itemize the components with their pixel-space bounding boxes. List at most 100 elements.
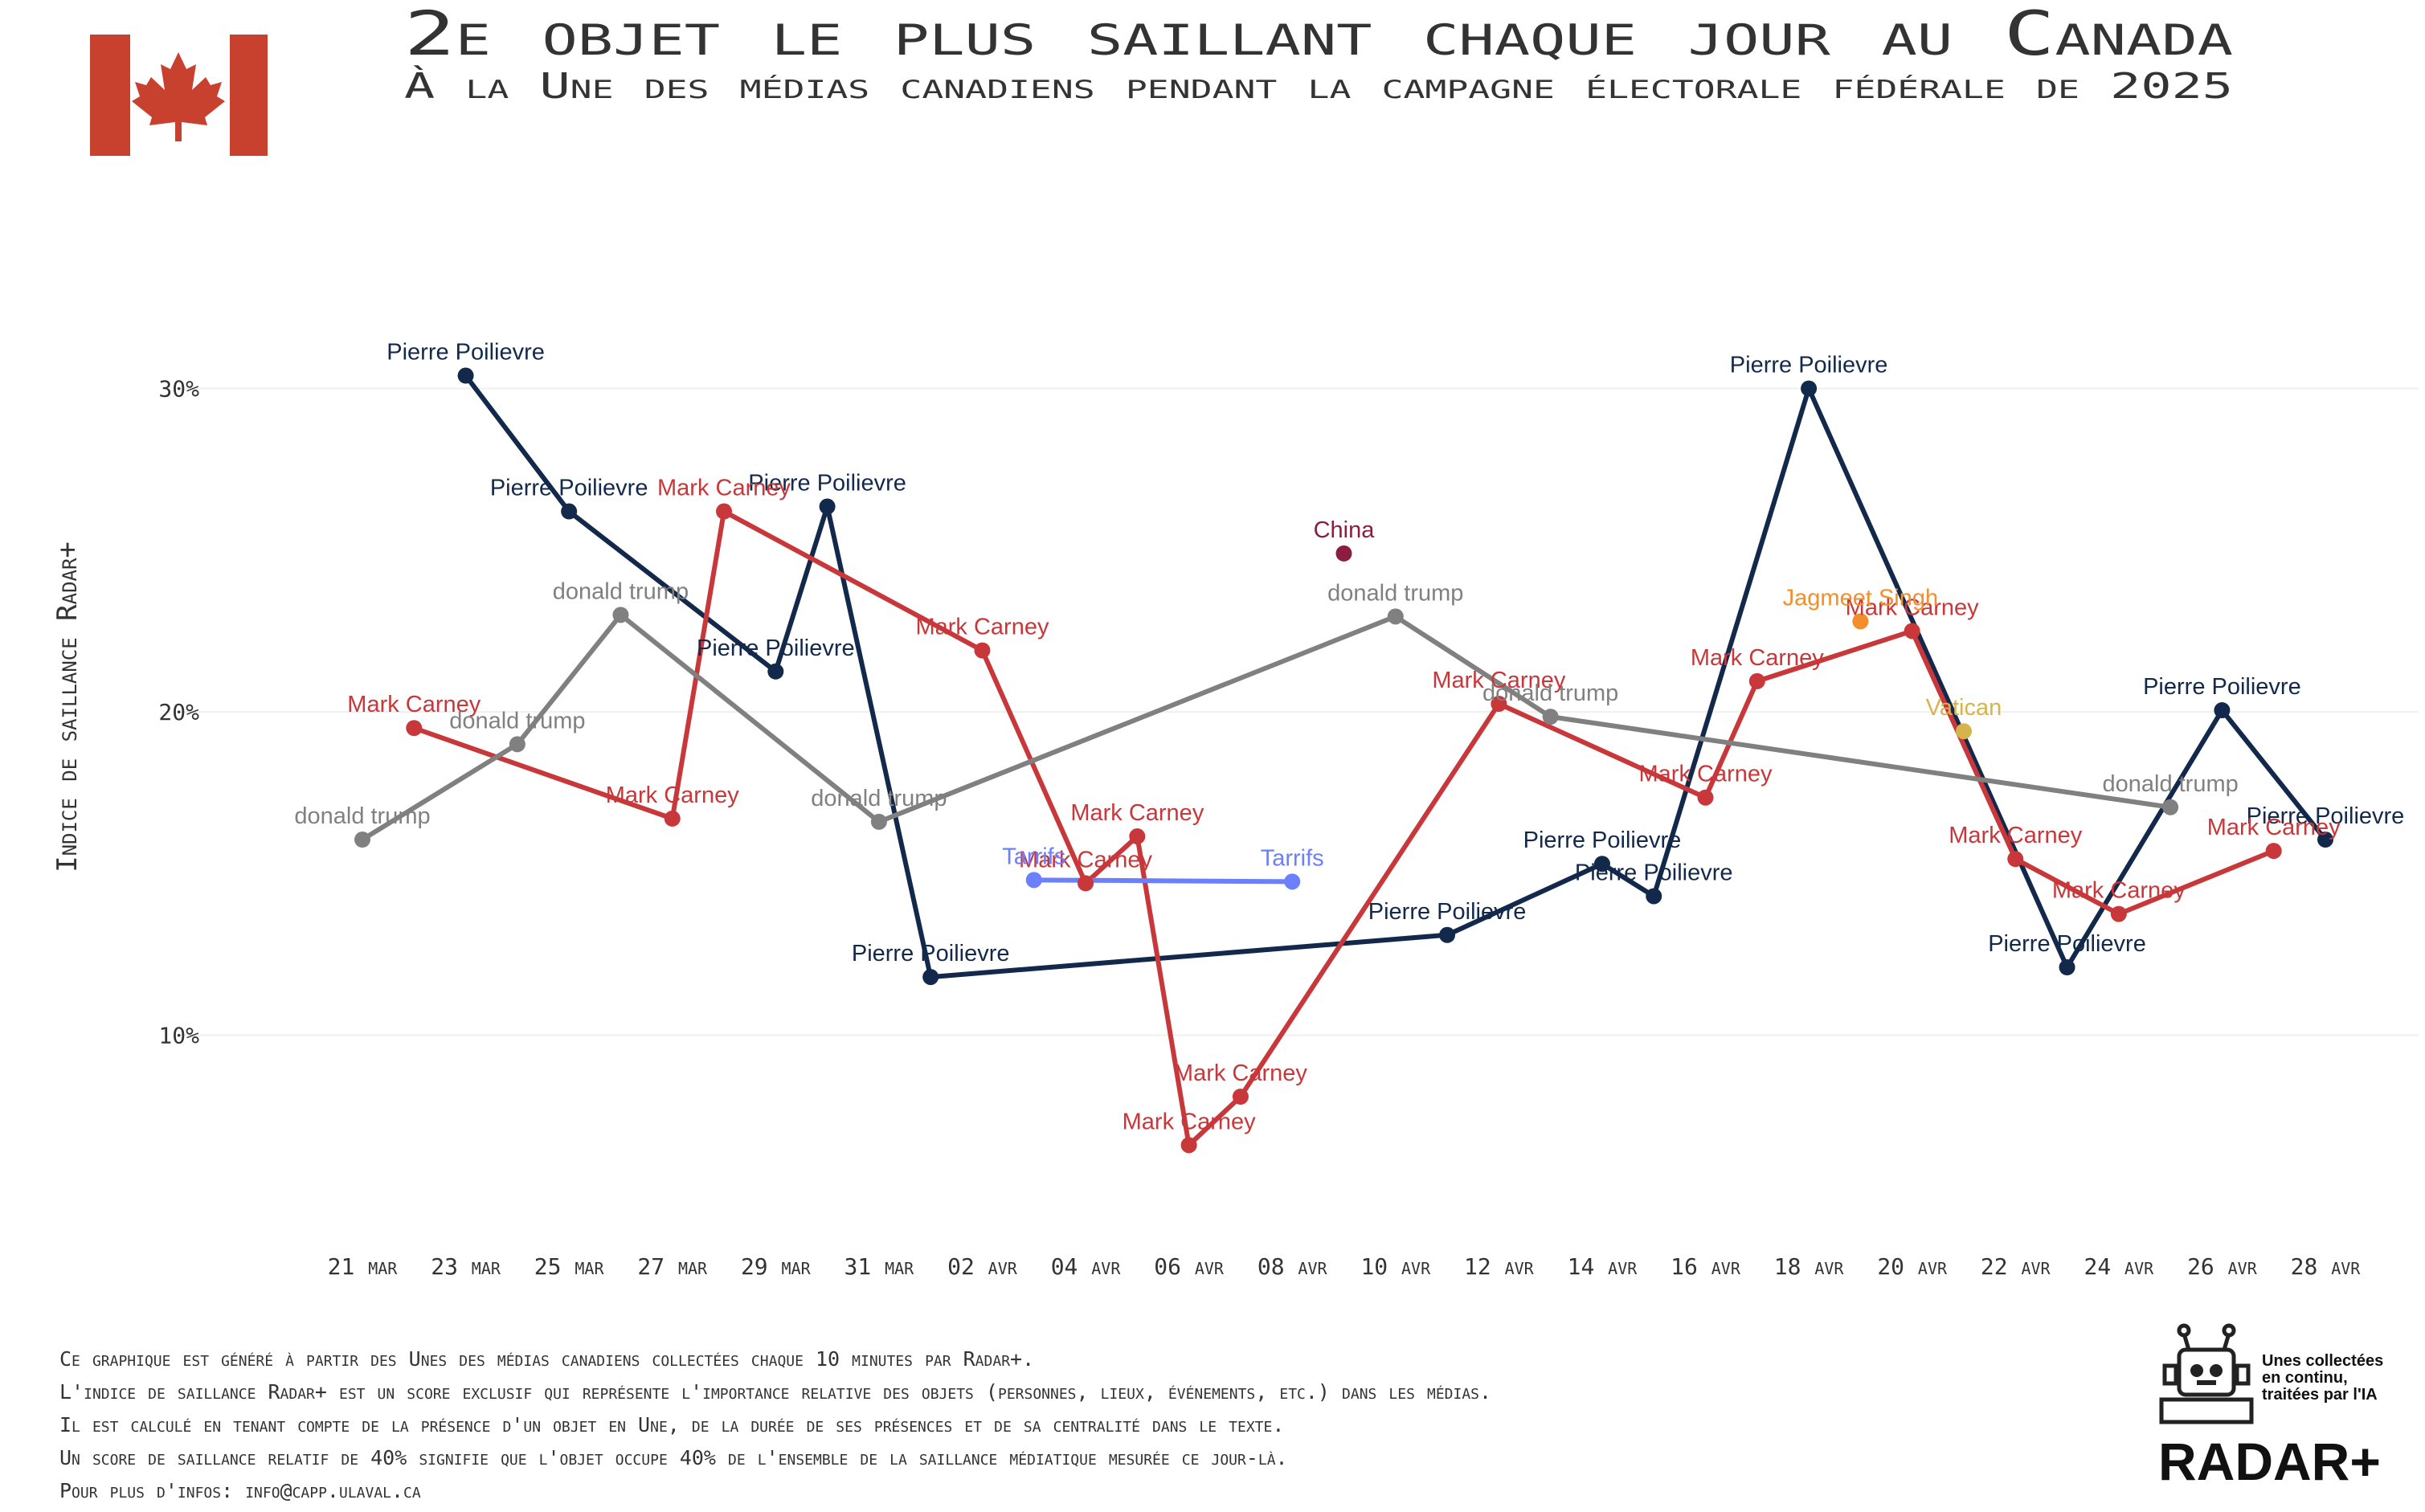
point-label: Mark Carney [1070, 800, 1204, 826]
point-label: Mark Carney [915, 615, 1049, 640]
radar-logo: Unes collectées en continu, traitées par… [2158, 1323, 2383, 1491]
data-point [2265, 843, 2282, 860]
point-label: Tarrifs [1261, 845, 1324, 871]
point-label: donald trump [1482, 680, 1618, 706]
point-label: Mark Carney [1846, 595, 1979, 620]
point-label: Pierre Poilievre [748, 471, 906, 497]
data-point [1335, 545, 1352, 562]
point-label: donald trump [1327, 580, 1463, 606]
data-point [1078, 875, 1094, 892]
data-point [1593, 856, 1610, 872]
point-label: Mark Carney [657, 476, 791, 501]
point-label: Mark Carney [1123, 1109, 1256, 1134]
x-tick-label: 14 avr [1568, 1253, 1638, 1280]
grid: 10% 20% 30% 21 mar 23 mar 25 mar 27 mar 29 mar 3… [158, 376, 2419, 1280]
x-tick-label: 31 mar [844, 1253, 915, 1280]
data-point [509, 736, 525, 753]
y-axis-label: Indice de saillance Radar+ [51, 541, 84, 872]
point-label: Mark Carney [347, 692, 481, 717]
series-line [1033, 877, 1293, 885]
point-label: Mark Carney [1949, 823, 2082, 848]
point-label: Mark Carney [1639, 762, 1773, 787]
data-point [819, 498, 836, 515]
data-point [974, 642, 991, 659]
x-tick-label: 25 mar [534, 1253, 605, 1280]
data-point [870, 813, 887, 830]
data-point [922, 969, 939, 986]
labels: Pierre Poilievre Pierre Poilievre Pierre P… [294, 340, 2404, 1135]
points [354, 367, 2333, 1154]
point-label: donald trump [449, 708, 585, 734]
data-point [406, 720, 423, 737]
point-label: Vatican [1926, 695, 2002, 721]
footer: Ce graphique est généré à partir des Une… [59, 1347, 1491, 1502]
data-point [767, 663, 784, 680]
data-point [1542, 709, 1559, 725]
point-label: Pierre Poilievre [852, 941, 1010, 966]
data-point [1387, 608, 1404, 625]
point-label: Pierre Poilievre [2143, 674, 2301, 700]
footer-line: L'indice de saillance Radar+ est un scor… [59, 1380, 1491, 1404]
point-label: Mark Carney [606, 783, 739, 808]
x-tick-label: 18 avr [1774, 1253, 1845, 1280]
data-point [2007, 851, 2024, 868]
point-label: Pierre Poilievre [2247, 803, 2405, 829]
point-label: Tarrifs [1002, 844, 1065, 869]
x-tick-label: 10 avr [1360, 1253, 1431, 1280]
data-point [1904, 623, 1920, 640]
footer-line: Il est calculé en tenant compte de la pr… [59, 1413, 1284, 1436]
data-point [664, 810, 681, 827]
data-point [1129, 828, 1146, 845]
data-point [561, 503, 578, 520]
x-tick-label: 08 avr [1257, 1253, 1328, 1280]
y-tick-label: 10% [158, 1023, 199, 1049]
point-label: donald trump [2102, 771, 2238, 797]
data-point [1491, 696, 1507, 713]
x-tick-label: 27 mar [637, 1253, 708, 1280]
x-tick-label: 20 avr [1877, 1253, 1948, 1280]
point-label: Pierre Poilievre [697, 635, 855, 661]
point-label: Pierre Poilievre [386, 340, 545, 366]
y-tick-label: 30% [158, 376, 199, 403]
footer-line: Pour plus d'infos: info@capp.ulaval.ca [59, 1479, 421, 1502]
y-tick-label: 20% [158, 699, 199, 725]
point-label: Mark Carney [1691, 645, 1824, 671]
x-tick-label: 28 avr [2291, 1253, 2362, 1280]
data-point [2059, 959, 2075, 976]
point-label: Pierre Poilievre [1730, 353, 1888, 378]
data-point [2214, 702, 2231, 719]
data-point [354, 832, 370, 848]
series-line [464, 374, 2328, 980]
data-point [716, 503, 733, 520]
data-point [2162, 799, 2179, 815]
x-tick-label: 16 avr [1671, 1253, 1741, 1280]
data-point [1801, 380, 1818, 397]
x-tick-label: 12 avr [1464, 1253, 1535, 1280]
data-point [1232, 1088, 1249, 1105]
footer-line: Ce graphique est généré à partir des Une… [59, 1347, 1034, 1371]
x-tick-label: 21 mar [328, 1253, 399, 1280]
x-tick-label: 02 avr [947, 1253, 1018, 1280]
data-point [1852, 613, 1869, 630]
point-label: Mark Carney [2052, 878, 2186, 904]
data-point [1955, 723, 1972, 740]
x-tick-label: 23 mar [431, 1253, 501, 1280]
data-point [2317, 832, 2333, 848]
x-tick-label: 26 avr [2187, 1253, 2258, 1280]
point-label: Mark Carney [2207, 815, 2341, 840]
data-point [1748, 672, 1765, 689]
point-label: Pierre Poilievre [1523, 828, 1682, 853]
x-tick-label: 04 avr [1051, 1253, 1122, 1280]
data-point [1697, 789, 1714, 806]
data-point [612, 607, 629, 623]
logo-tagline: traitées par l'IA [2262, 1386, 2378, 1404]
point-label: Pierre Poilievre [1368, 899, 1527, 925]
chart-title: 2e objet le plus saillant chaque jour au… [404, 0, 2233, 69]
logo-tagline: en continu, [2262, 1369, 2348, 1387]
point-label: Pierre Poilievre [490, 476, 648, 501]
point-label: Pierre Poilievre [1988, 931, 2146, 957]
point-label: Jagmeet Singh [1783, 585, 1938, 611]
data-point [457, 367, 474, 384]
x-tick-label: 06 avr [1154, 1253, 1225, 1280]
